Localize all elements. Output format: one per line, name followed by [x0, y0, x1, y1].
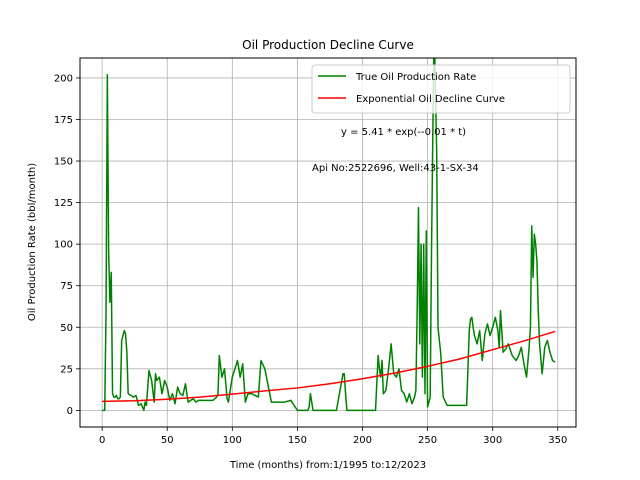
ticks: 0 50 100 150 200 250 300 350 0 25 50 75 100 125 150 175…: [54, 73, 567, 446]
y-tick-label: 50: [60, 323, 73, 334]
x-tick-label: 200: [353, 435, 372, 446]
y-tick-label: 175: [54, 115, 73, 126]
x-tick-label: 150: [288, 435, 307, 446]
well-annotation: Api No:2522696, Well:43-1-SX-34: [312, 163, 479, 174]
y-tick-label: 25: [60, 364, 73, 375]
series-line-exponential: [102, 330, 556, 403]
equation-annotation: y = 5.41 * exp(--0.01 * t): [341, 127, 466, 138]
y-tick-label: 125: [54, 198, 73, 209]
y-tick-label: 75: [60, 281, 73, 292]
chart-title: Oil Production Decline Curve: [242, 38, 414, 52]
y-axis-label: Oil Production Rate (bbl/month): [27, 163, 38, 321]
x-tick-label: 50: [161, 435, 174, 446]
x-tick-label: 100: [223, 435, 242, 446]
y-tick-label: 0: [67, 406, 73, 417]
legend-label-true-rate: True Oil Production Rate: [355, 72, 476, 83]
legend-box: [311, 64, 571, 114]
series-layer: [102, 58, 556, 412]
plot-frame: [79, 57, 577, 428]
y-tick-label: 200: [54, 73, 73, 84]
x-tick-label: 300: [483, 435, 502, 446]
x-tick-label: 250: [418, 435, 437, 446]
x-axis-label: Time (months) from:1/1995 to:12/2023: [229, 460, 426, 471]
y-tick-label: 100: [54, 240, 73, 251]
legend-label-exponential: Exponential Oil Decline Curve: [356, 94, 505, 105]
series-line-true-rate: [102, 58, 556, 412]
x-tick-label: 350: [548, 435, 567, 446]
y-tick-label: 150: [54, 157, 73, 168]
legend: True Oil Production Rate Exponential Oil…: [311, 64, 571, 114]
x-tick-label: 0: [99, 435, 105, 446]
